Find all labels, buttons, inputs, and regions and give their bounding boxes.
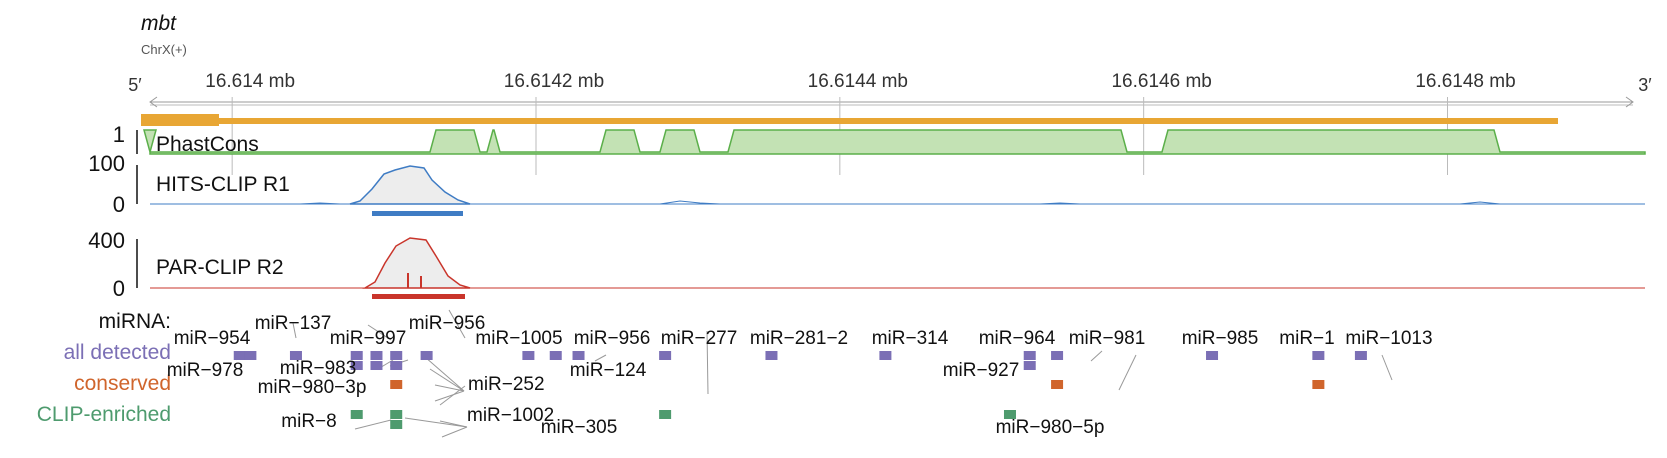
par-max-label: 400 — [88, 228, 125, 253]
five-prime-label: 5′ — [128, 75, 142, 95]
three-prime-label: 3′ — [1638, 75, 1652, 95]
hits-zero-label: 0 — [113, 192, 125, 217]
par-clip-track: 400 0 PAR-CLIP R2 — [88, 228, 1645, 301]
mirna-site-box — [1051, 380, 1064, 389]
transcript-thin — [219, 118, 1558, 124]
mirna-site-box — [390, 420, 403, 429]
par-zero-label: 0 — [113, 276, 125, 301]
mirna-site-box — [659, 410, 672, 419]
mirna-label: miR−252 — [468, 374, 545, 395]
par-coverage — [362, 237, 471, 289]
axis-tick-label: 16.6142 mb — [504, 71, 604, 92]
legend-clip-enriched: CLIP-enriched — [37, 403, 171, 426]
mirna-label: miR−281−2 — [750, 328, 848, 349]
mirna-label: miR−1013 — [1345, 328, 1432, 349]
mirna-label: miR−277 — [661, 328, 738, 349]
mirna-sites — [233, 351, 1367, 429]
mirna-label: miR−997 — [330, 328, 407, 349]
mirna-site-box — [289, 351, 302, 360]
hits-clip-track: 100 0 HITS-CLIP R1 — [88, 151, 1645, 217]
mirna-site-box — [233, 351, 246, 360]
mirna-site-box — [390, 380, 403, 389]
mirna-label: miR−1 — [1279, 328, 1334, 349]
hits-coverage — [349, 165, 471, 205]
mirna-site-box — [522, 351, 535, 360]
transcript-thick — [141, 114, 219, 126]
mirna-label: miR−985 — [1182, 328, 1259, 349]
mirna-label: miR−956 — [409, 313, 486, 334]
mirna-site-box — [549, 351, 562, 360]
mirna-site-box — [370, 361, 383, 370]
chromosome-label: ChrX(+) — [141, 42, 187, 57]
mirna-label: miR−978 — [167, 360, 244, 381]
mirna-site-box — [390, 410, 403, 419]
mirna-legend: miRNA: all detected conserved CLIP-enric… — [37, 310, 171, 426]
mirna-label: miR−137 — [255, 313, 332, 334]
mirna-label: miR−1005 — [475, 328, 562, 349]
mirna-site-box — [370, 351, 383, 360]
mirna-label: miR−8 — [281, 411, 336, 432]
mirna-label: miR−124 — [570, 360, 647, 381]
mirna-site-box — [765, 351, 778, 360]
mirna-site-box — [879, 351, 892, 360]
axis-arrow-left — [149, 96, 158, 108]
mirna-site-box — [350, 410, 363, 419]
hits-peak-bar — [372, 211, 463, 216]
mirna-site-box — [244, 351, 257, 360]
axis-tick-label: 16.614 mb — [205, 71, 295, 92]
mirna-label: miR−983 — [280, 358, 357, 379]
hits-label: HITS-CLIP R1 — [156, 173, 290, 196]
mirna-site-box — [420, 351, 433, 360]
mirna-site-box — [1051, 351, 1064, 360]
legend-conserved: conserved — [74, 372, 171, 395]
axis-tick-label: 16.6148 mb — [1415, 71, 1515, 92]
par-label: PAR-CLIP R2 — [156, 256, 284, 279]
gene-title: mbt — [141, 12, 177, 35]
mirna-site-box — [659, 351, 672, 360]
phastcons-label: PhastCons — [156, 133, 259, 156]
mirna-label: miR−305 — [541, 417, 618, 438]
mirna-site-box — [1023, 361, 1036, 370]
axis-tick-label: 16.6144 mb — [808, 71, 908, 92]
mirna-site-box — [1206, 351, 1219, 360]
mirna-label: miR−1002 — [467, 405, 554, 426]
mirna-site-box — [390, 361, 403, 370]
mirna-site-box — [390, 351, 403, 360]
mirna-label: miR−981 — [1069, 328, 1146, 349]
phastcons-area — [143, 129, 1646, 155]
mirna-site-box — [1023, 351, 1036, 360]
mirna-label: miR−964 — [979, 328, 1056, 349]
mirna-label: miR−980−5p — [996, 417, 1105, 438]
phastcons-track: 1 PhastCons — [113, 122, 1646, 156]
mirna-site-box — [572, 351, 585, 360]
mirna-label: miR−980−3p — [258, 377, 367, 398]
mirna-label: miR−314 — [872, 328, 949, 349]
hits-background — [150, 200, 1501, 205]
transcript — [141, 114, 1558, 126]
mirna-site-box — [1312, 380, 1325, 389]
mirna-site-box — [350, 351, 363, 360]
phastcons-max-label: 1 — [113, 122, 125, 147]
axis-tick-label: 16.6146 mb — [1111, 71, 1211, 92]
mirna-site-box — [1312, 351, 1325, 360]
legend-all-detected: all detected — [64, 341, 171, 364]
axis-arrow-right — [1625, 96, 1634, 108]
coordinate-axis: 5′ 3′ 16.614 mb 16.6142 mb 16.6144 mb 16.61… — [128, 71, 1652, 175]
mirna-site-box — [1354, 351, 1367, 360]
mirna-label: miR−954 — [174, 328, 251, 349]
mirna-site-box — [350, 361, 363, 370]
par-peak-bar — [372, 294, 465, 299]
mirna-label: miR−927 — [943, 360, 1020, 381]
mirna-label: miR−956 — [574, 328, 651, 349]
mirna-site-box — [1003, 410, 1016, 419]
mirna-header: miRNA: — [99, 310, 171, 333]
hits-max-label: 100 — [88, 151, 125, 176]
